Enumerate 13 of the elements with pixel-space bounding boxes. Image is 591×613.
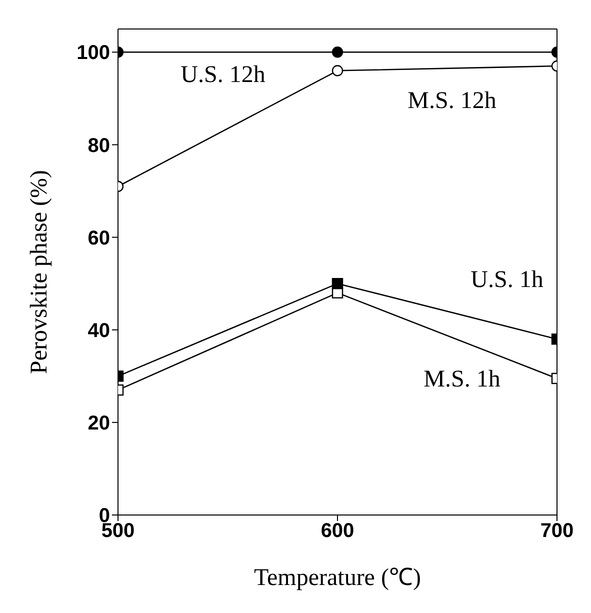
y-tick-label: 60 — [88, 227, 110, 250]
series-label: U.S. 12h — [180, 62, 266, 88]
y-axis-title: Perovskite phase (%) — [26, 170, 53, 374]
series-label: U.S. 1h — [470, 267, 544, 294]
series-label: M.S. 12h — [408, 88, 496, 114]
y-tick-label: 80 — [88, 134, 110, 157]
y-tick-label: 20 — [88, 412, 110, 435]
y-tick-label: 100 — [76, 42, 110, 64]
series-label: M.S. 1h — [424, 366, 500, 392]
x-axis-title: Temperature (℃) — [254, 565, 421, 591]
x-tick-label: 600 — [320, 520, 354, 542]
x-tick-label: 700 — [540, 520, 574, 542]
y-tick-label: 40 — [88, 320, 110, 342]
